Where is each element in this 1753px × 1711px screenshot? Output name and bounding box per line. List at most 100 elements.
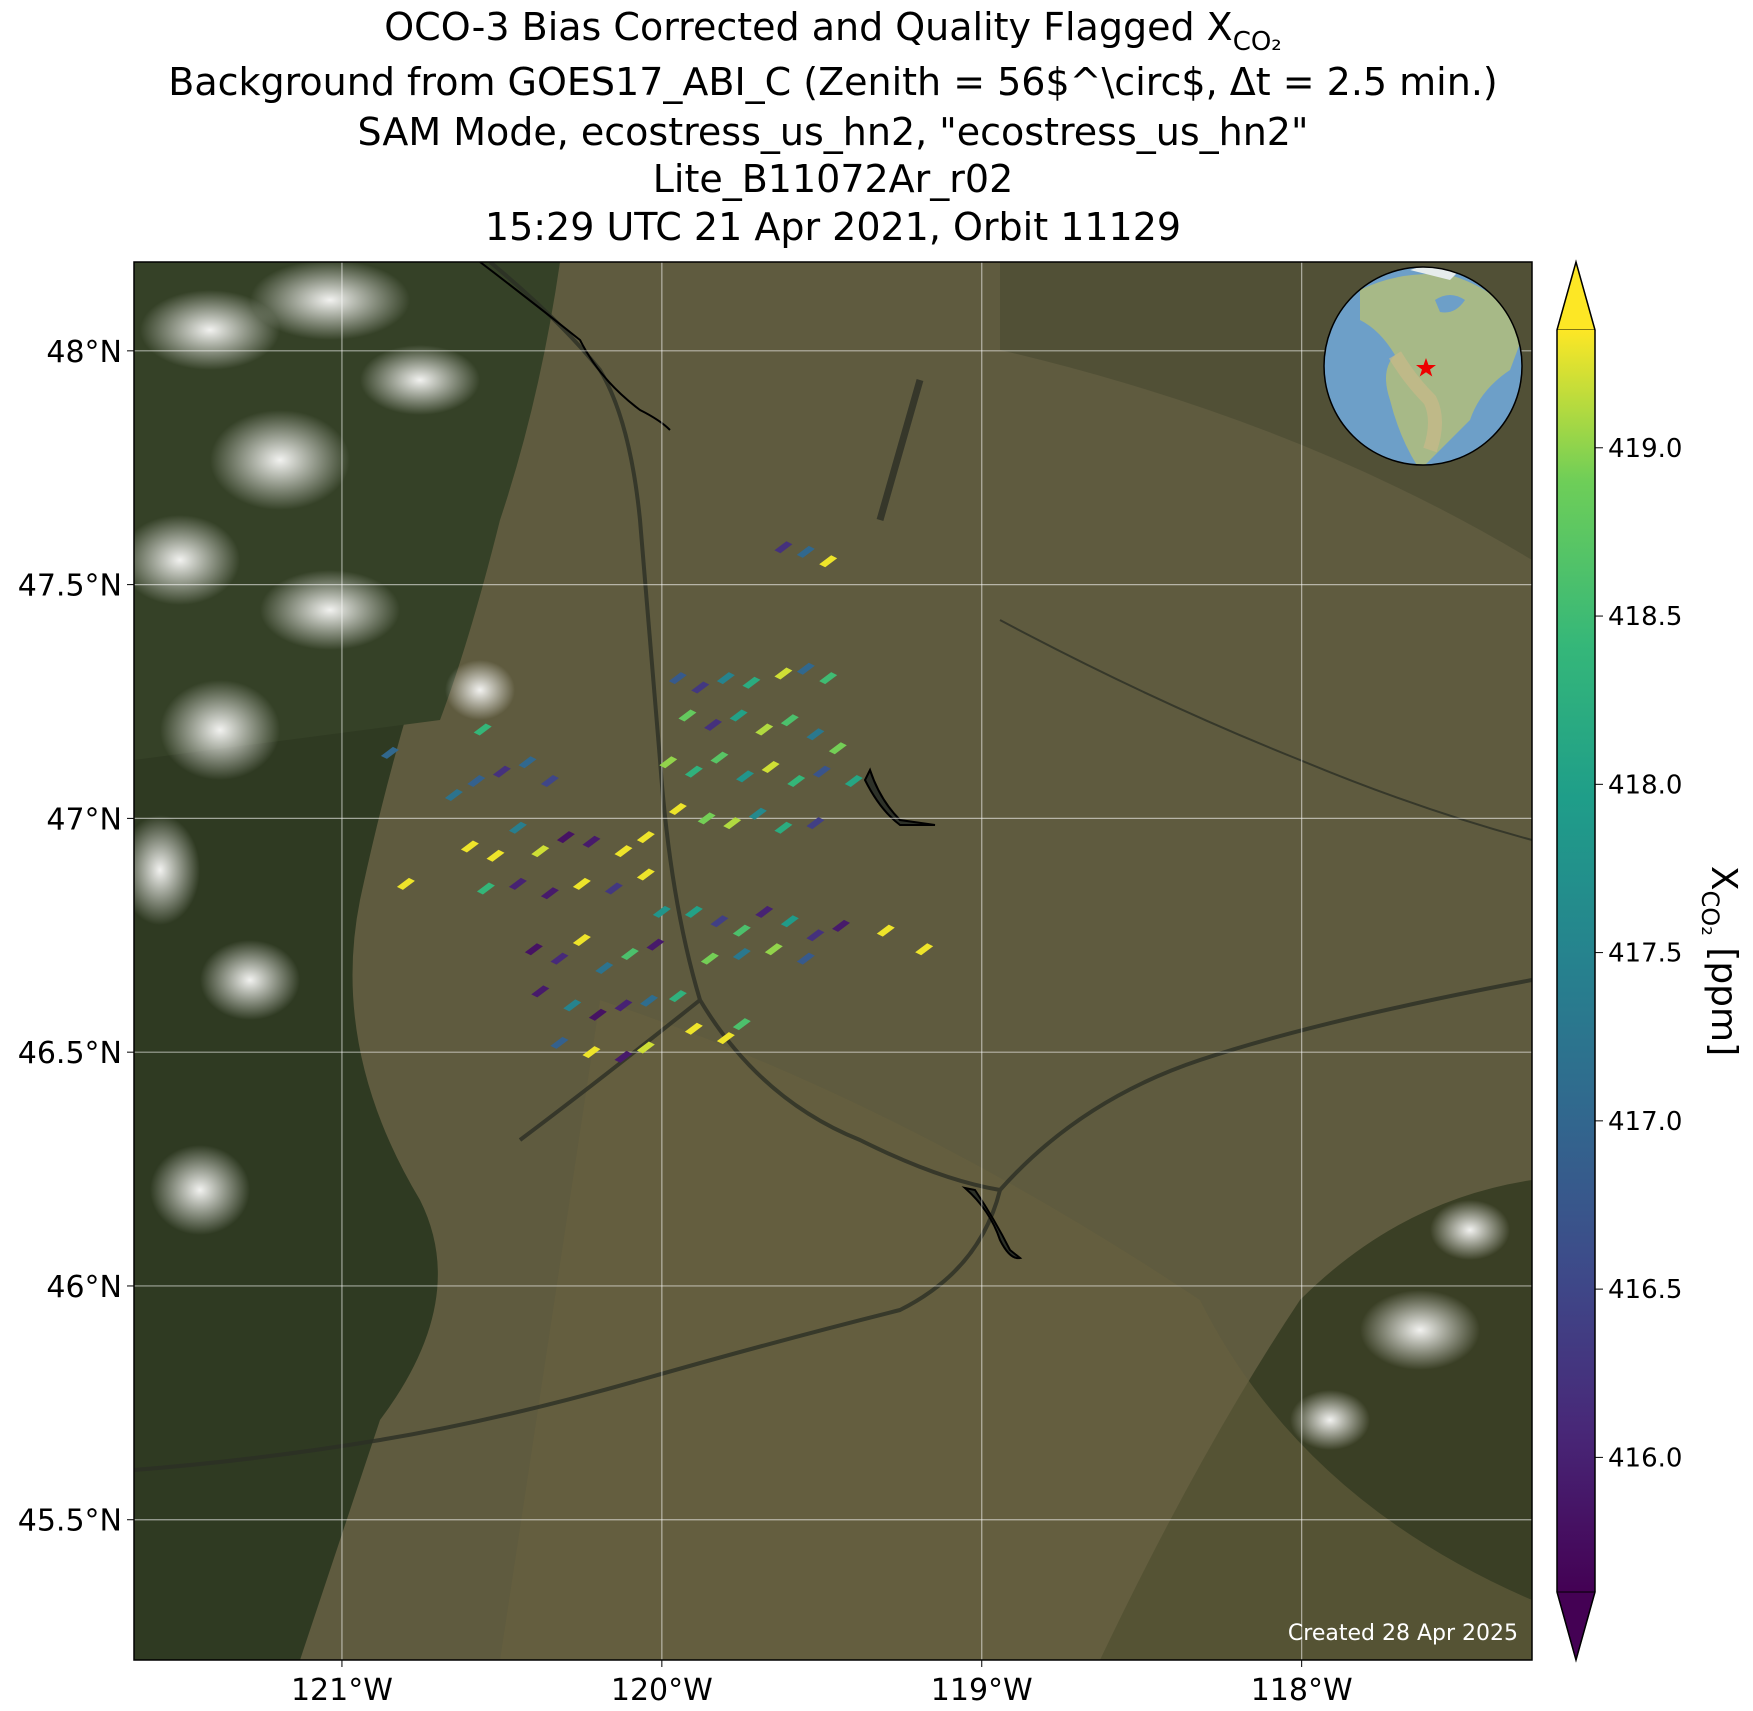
sounding-cell <box>396 877 415 890</box>
title-text: OCO-3 Bias Corrected and Quality Flagged… <box>384 5 1232 49</box>
sounding-cell <box>508 877 527 890</box>
colorbar-tick-label: 417.5 <box>1608 939 1682 969</box>
sounding-cell <box>704 718 723 731</box>
sounding-cell <box>572 877 591 890</box>
sounding-cell <box>582 1046 601 1059</box>
map-frame <box>133 261 1533 1661</box>
title-line: Background from GOES17_ABI_C (Zenith = 5… <box>168 60 1497 104</box>
colorbar-extend-max <box>1556 260 1596 331</box>
sounding-cell <box>460 840 479 853</box>
title-line: 15:29 UTC 21 Apr 2021, Orbit 11129 <box>485 205 1181 249</box>
colorbar-tick-label: 419.0 <box>1608 434 1682 464</box>
sounding-cell <box>467 774 486 787</box>
sounding-cell <box>732 947 751 960</box>
sounding-cell <box>659 756 678 769</box>
background-imagery <box>134 262 1532 1660</box>
footer: Created 28 Apr 2025 <box>1288 1621 1518 1646</box>
sounding-cell <box>806 728 825 741</box>
sounding-cell <box>556 831 575 844</box>
title-line: SAM Mode, ecostress_us_hn2, "ecostress_u… <box>358 110 1309 154</box>
y-tick-label: 45.5°N <box>18 1504 122 1539</box>
sounding-cell <box>774 541 793 554</box>
colorbar-tick-label: 418.0 <box>1608 770 1682 800</box>
sounding-cell <box>668 990 687 1003</box>
sounding-cell <box>755 905 774 918</box>
colorbar-tick-label: 416.0 <box>1608 1443 1682 1473</box>
sounding-cell <box>636 831 655 844</box>
sounding-cell <box>563 999 582 1012</box>
sounding-cell <box>780 714 799 727</box>
sounding-cell <box>518 756 537 769</box>
sounding-cell <box>828 742 847 755</box>
sounding-cell <box>508 821 527 834</box>
sounding-cell <box>540 774 559 787</box>
sounding-cell <box>588 1008 607 1021</box>
sounding-cell <box>796 662 815 675</box>
sounding-cell <box>620 947 639 960</box>
title-line: OCO-3 Bias Corrected and Quality Flagged… <box>384 5 1281 57</box>
sounding-cell <box>604 882 623 895</box>
sounding-cell <box>755 723 774 736</box>
x-tick-label: 118°W <box>1251 1673 1353 1708</box>
sounding-cell <box>761 760 780 773</box>
sounding-cell <box>774 667 793 680</box>
sounding-cell <box>614 1050 633 1063</box>
colorbar-label-subscript: CO₂ <box>1696 891 1724 936</box>
sounding-cell <box>732 1018 751 1031</box>
sounding-cell <box>831 919 850 932</box>
y-tick-label: 48°N <box>46 335 122 370</box>
sounding-cell <box>668 672 687 685</box>
sounding-cell <box>796 545 815 558</box>
colorbar-scale <box>1557 330 1595 1592</box>
sounding-cell <box>582 835 601 848</box>
sounding-cell <box>531 985 550 998</box>
sounding-cell <box>732 924 751 937</box>
soundings <box>380 541 934 1063</box>
y-tick-label: 47°N <box>46 802 122 837</box>
sounding-cell <box>691 681 710 694</box>
x-tick-label: 120°W <box>611 1673 713 1708</box>
sounding-cell <box>915 943 934 956</box>
sounding-cell <box>716 1032 735 1045</box>
sounding-cell <box>486 849 505 862</box>
sounding-cell <box>492 765 511 778</box>
sounding-cell <box>540 887 559 900</box>
sounding-cell <box>636 1041 655 1054</box>
colorbar-extend-min <box>1556 1591 1596 1662</box>
sounding-cell <box>806 817 825 830</box>
sounding-cell <box>684 765 703 778</box>
sounding-cell <box>819 555 838 568</box>
colorbar-tick-label: 417.0 <box>1608 1107 1682 1137</box>
sounding-cell <box>710 751 729 764</box>
sounding-cell <box>652 905 671 918</box>
sounding-cell <box>473 723 492 736</box>
sounding-cell <box>716 672 735 685</box>
sounding-cell <box>550 952 569 965</box>
sounding-cell <box>844 774 863 787</box>
sounding-cell <box>684 905 703 918</box>
sounding-cell <box>380 746 399 759</box>
y-tick-label: 46.5°N <box>18 1036 122 1071</box>
colorbar-tick-label: 418.5 <box>1608 602 1682 632</box>
sounding-cell <box>636 868 655 881</box>
sounding-cell <box>774 821 793 834</box>
sounding-cell <box>678 709 697 722</box>
y-tick-label: 47.5°N <box>18 569 122 604</box>
sounding-cell <box>444 789 463 802</box>
sounding-cell <box>668 803 687 816</box>
sounding-cell <box>780 915 799 928</box>
sounding-cell <box>723 817 742 830</box>
sounding-cell <box>700 952 719 965</box>
sounding-cell <box>736 770 755 783</box>
sounding-cell <box>742 676 761 689</box>
sounding-cell <box>614 845 633 858</box>
y-tick-label: 46°N <box>46 1270 122 1305</box>
sounding-cell <box>764 943 783 956</box>
sounding-cell <box>640 994 659 1007</box>
grid <box>134 262 1532 1660</box>
sounding-cell <box>684 1022 703 1035</box>
sounding-cell <box>729 709 748 722</box>
colorbar <box>1556 259 1596 1663</box>
colorbar-label-units: [ppm] <box>1703 936 1744 1056</box>
